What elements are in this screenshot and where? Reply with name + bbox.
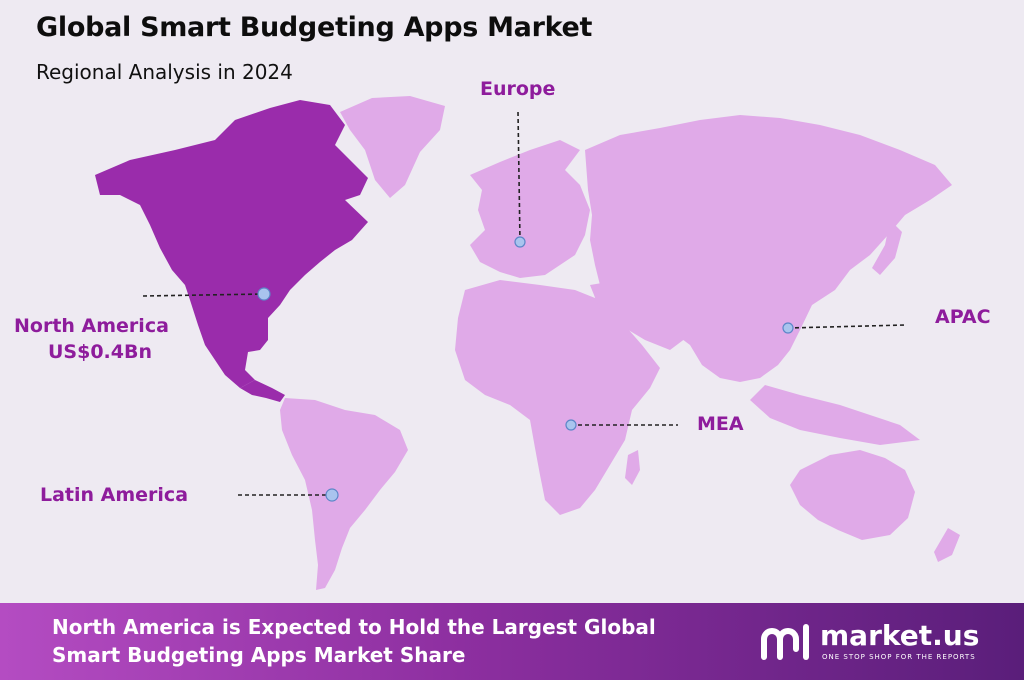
- region-new-zealand: [934, 528, 960, 562]
- region-southeast-asia: [750, 385, 920, 445]
- label-latin-america: Latin America: [40, 484, 189, 506]
- marker-latin-america: [325, 488, 339, 502]
- marker-mea: [565, 419, 577, 431]
- region-north-america: [95, 100, 368, 388]
- marker-north-america: [257, 287, 271, 301]
- label-north-america-value: US$0.4Bn: [48, 341, 152, 363]
- label-europe: Europe: [480, 78, 556, 100]
- footer-line-2: Smart Budgeting Apps Market Share: [52, 643, 466, 667]
- region-middle-east: [590, 280, 690, 350]
- marker-europe: [514, 236, 526, 248]
- label-north-america: North America: [14, 315, 169, 337]
- label-mea: MEA: [697, 413, 744, 435]
- region-latin-america: [280, 398, 408, 590]
- footer-headline: North America is Expected to Hold the La…: [52, 613, 732, 669]
- brand-tagline: ONE STOP SHOP FOR THE REPORTS: [822, 653, 976, 661]
- region-australia: [790, 450, 915, 540]
- region-europe: [470, 140, 590, 278]
- market-us-logo-icon: [761, 624, 809, 660]
- footer-line-1: North America is Expected to Hold the La…: [52, 615, 656, 639]
- region-japan: [872, 220, 902, 275]
- region-madagascar: [625, 450, 640, 485]
- brand-logo: market.us ONE STOP SHOP FOR THE REPORTS: [758, 619, 1008, 665]
- world-map: [95, 96, 960, 590]
- page-title: Global Smart Budgeting Apps Market: [36, 12, 593, 43]
- leader-line-apac: [787, 324, 906, 329]
- region-central-america: [240, 380, 285, 402]
- footer-banner: North America is Expected to Hold the La…: [0, 603, 1024, 680]
- marker-apac: [782, 322, 794, 334]
- label-apac: APAC: [935, 306, 991, 328]
- brand-name: market.us: [820, 619, 980, 652]
- page-subtitle: Regional Analysis in 2024: [36, 60, 293, 84]
- region-greenland: [340, 96, 445, 198]
- leader-line-europe: [517, 111, 521, 243]
- region-africa: [455, 280, 660, 515]
- leader-line-north-america: [142, 293, 265, 297]
